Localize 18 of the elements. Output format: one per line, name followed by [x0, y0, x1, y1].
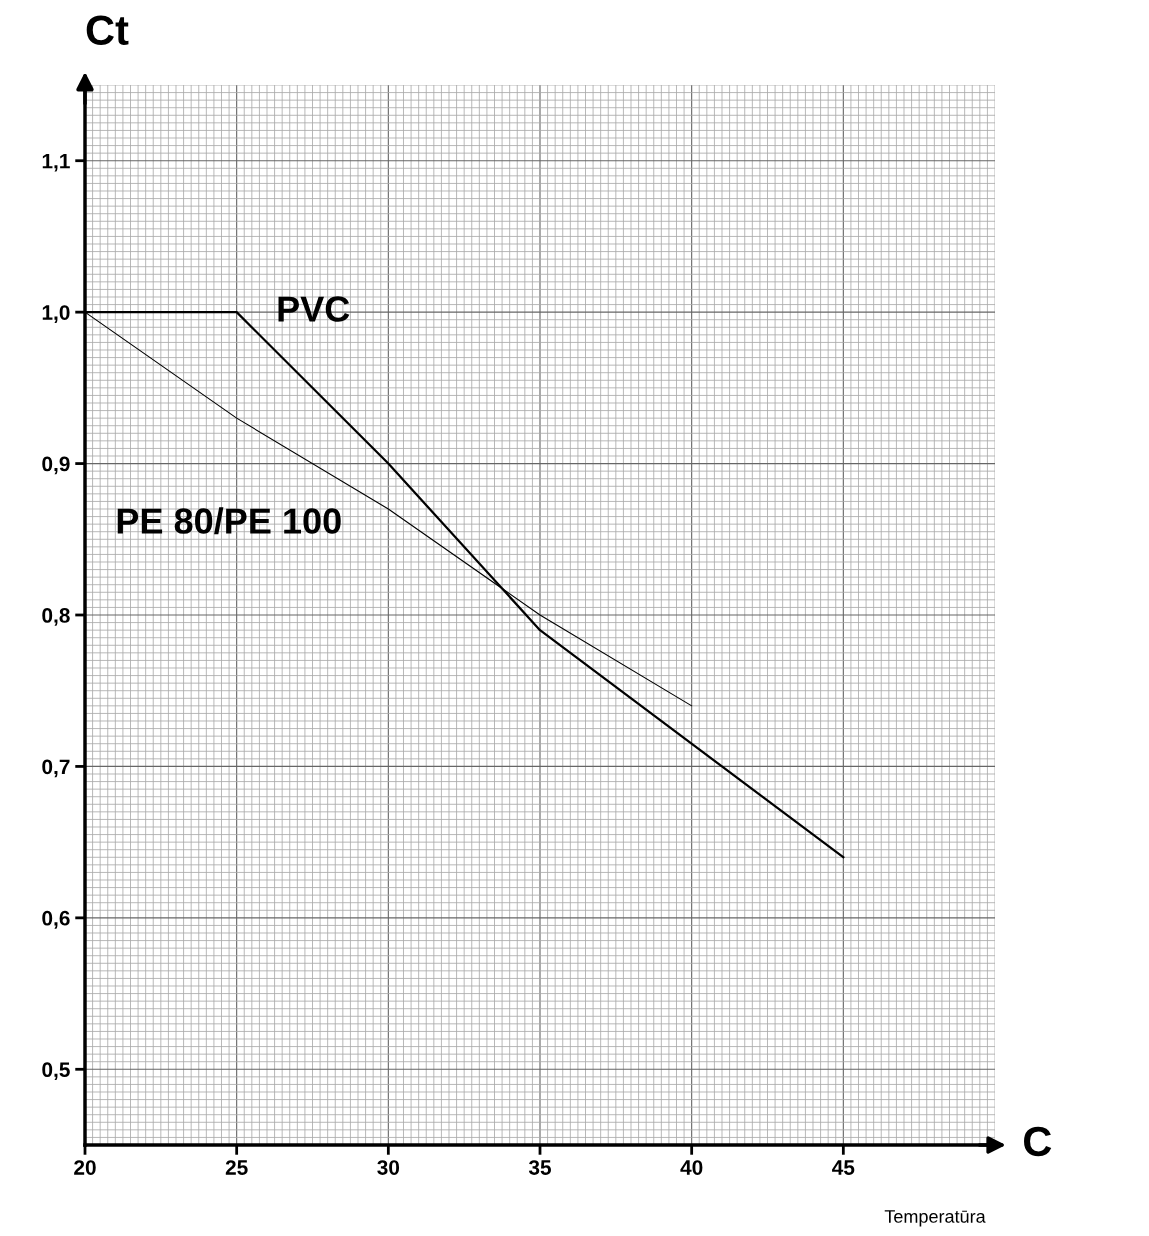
text: Temperatūra [884, 1210, 986, 1227]
series-label: PE 80/PE 100 [117, 507, 341, 535]
x-tick-label: 30 [377, 1160, 400, 1175]
x-tick-label: 40 [680, 1160, 703, 1175]
x-tick-label: 45 [832, 1160, 855, 1175]
y-axis-title: Ct [86, 15, 129, 45]
x-axis-title: C [1024, 1126, 1052, 1157]
y-tick-label: 0,8 [42, 608, 70, 626]
y-tick-label: 0,6 [42, 910, 70, 929]
x-tick-label: 25 [225, 1160, 248, 1175]
y-tick-label: 1,1 [42, 153, 70, 172]
series-label: PVC [278, 296, 350, 322]
y-tick-label: 0,5 [42, 1062, 70, 1081]
y-tick-label: 0,7 [42, 759, 70, 778]
y-tick-label: 0,9 [42, 456, 70, 475]
x-tick-label: 35 [528, 1160, 552, 1175]
x-tick-label: 20 [74, 1160, 96, 1175]
y-tick-label: 1,0 [42, 305, 70, 323]
